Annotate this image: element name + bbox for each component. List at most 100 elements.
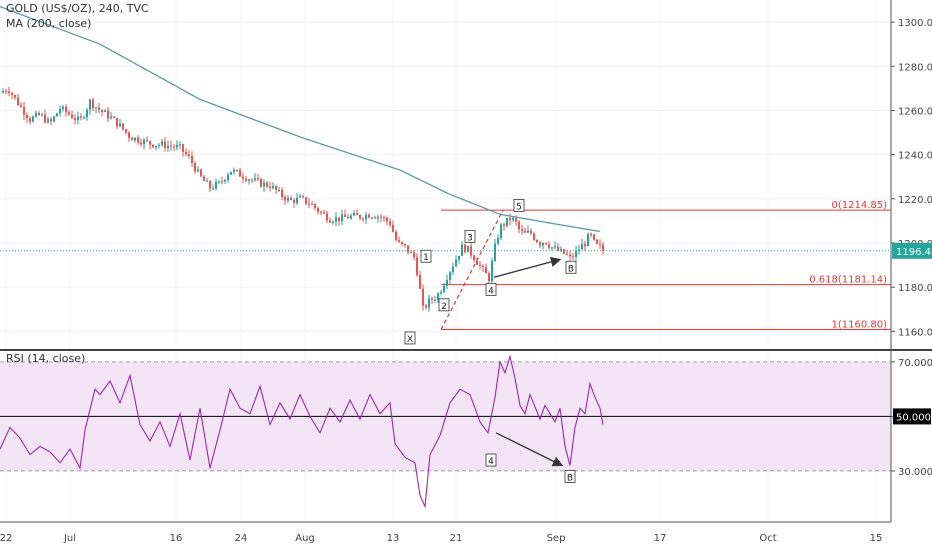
candle-body xyxy=(317,207,319,212)
candle-body xyxy=(470,245,472,256)
candle-body xyxy=(32,116,34,122)
candle-body xyxy=(419,274,421,289)
candle-body xyxy=(197,169,199,172)
candle-body xyxy=(485,267,487,274)
candle-body xyxy=(308,203,310,205)
candle-body xyxy=(281,189,283,197)
candle-body xyxy=(356,212,358,216)
candle-body xyxy=(83,117,85,119)
candle-body xyxy=(152,144,154,148)
time-tick-label: Aug xyxy=(295,533,315,544)
candle-body xyxy=(401,241,403,244)
candle-body xyxy=(107,110,109,119)
time-tick-label: Jul xyxy=(63,533,76,544)
candle-body xyxy=(587,233,589,247)
candle-body xyxy=(263,182,265,187)
candle-body xyxy=(446,279,448,286)
candle-body xyxy=(86,109,88,118)
candle-body xyxy=(521,229,523,231)
fib-level-label: 0.618(1181.14) xyxy=(809,275,887,286)
candle-body xyxy=(287,197,289,201)
candle-body xyxy=(377,216,379,219)
candle-body xyxy=(212,188,214,190)
candle-body xyxy=(365,214,367,220)
candle-body xyxy=(536,239,538,243)
candle-body xyxy=(50,118,52,122)
price-divergence-arrow xyxy=(493,256,562,278)
candle-body xyxy=(551,247,553,249)
candle-body xyxy=(92,99,94,109)
candle-body xyxy=(524,230,526,233)
candle-body xyxy=(194,163,196,172)
candle-body xyxy=(266,182,268,187)
candle-body xyxy=(80,116,82,118)
wave-label-box xyxy=(404,331,416,345)
candle-body xyxy=(200,169,202,177)
candle-body xyxy=(8,91,10,94)
candle-body xyxy=(44,114,46,123)
candle-body xyxy=(323,212,325,214)
wave-label-box xyxy=(485,282,497,296)
candle-body xyxy=(47,118,49,123)
wave-label-text: 5 xyxy=(516,202,522,212)
time-tick-label: 24 xyxy=(235,533,248,544)
candle-body xyxy=(95,107,97,109)
candle-body xyxy=(179,144,181,146)
candle-body xyxy=(236,169,238,171)
candle-body xyxy=(506,217,508,226)
ma-indicator-label: MA (200, close) xyxy=(6,17,92,30)
candle-body xyxy=(293,199,295,203)
candle-body xyxy=(215,181,217,189)
candle-body xyxy=(62,106,64,109)
candle-body xyxy=(533,233,535,240)
wave-label-text: 4 xyxy=(488,286,494,296)
candle-body xyxy=(122,123,124,130)
candle-body xyxy=(458,255,460,260)
candle-body xyxy=(443,285,445,293)
candle-body xyxy=(128,132,130,138)
candle-body xyxy=(545,242,547,245)
time-tick-label: 21 xyxy=(450,533,463,544)
candle-body xyxy=(65,106,67,113)
candle-body xyxy=(599,243,601,245)
wave-label-text: 4 xyxy=(488,457,494,467)
rsi-tick-label: 70.0000 xyxy=(898,358,932,369)
wave-label-text: X xyxy=(407,335,413,345)
candle-body xyxy=(254,178,256,180)
candle-body xyxy=(299,195,301,198)
time-tick-label: 17 xyxy=(654,533,667,544)
candle-body xyxy=(173,146,175,148)
candle-body xyxy=(251,179,253,181)
candle-body xyxy=(527,230,529,233)
candle-body xyxy=(329,220,331,223)
candle-body xyxy=(407,245,409,253)
candle-body xyxy=(137,137,139,143)
candle-body xyxy=(359,215,361,219)
candle-body xyxy=(494,243,496,261)
candle-body xyxy=(596,239,598,244)
candle-body xyxy=(185,151,187,155)
price-tick-label: 1220.00 xyxy=(898,195,932,206)
candle-body xyxy=(146,139,148,141)
candle-body xyxy=(320,211,322,213)
candle-body xyxy=(167,145,169,149)
candle-body xyxy=(437,293,439,300)
candle-body xyxy=(395,231,397,241)
candle-body xyxy=(590,233,592,235)
candle-body xyxy=(467,245,469,253)
candle-body xyxy=(578,249,580,251)
wave-label-text: B xyxy=(567,473,573,483)
candle-body xyxy=(350,215,352,219)
wave-label-box xyxy=(420,249,432,263)
candle-body xyxy=(245,178,247,181)
candle-body xyxy=(131,137,133,141)
candle-body xyxy=(530,230,532,234)
candle-body xyxy=(140,142,142,145)
rsi-line xyxy=(0,354,604,509)
fib-level-label: 1(1160.80) xyxy=(831,320,887,331)
candle-body xyxy=(161,141,163,146)
last-price-badge xyxy=(892,242,932,259)
candle-body xyxy=(440,292,442,294)
